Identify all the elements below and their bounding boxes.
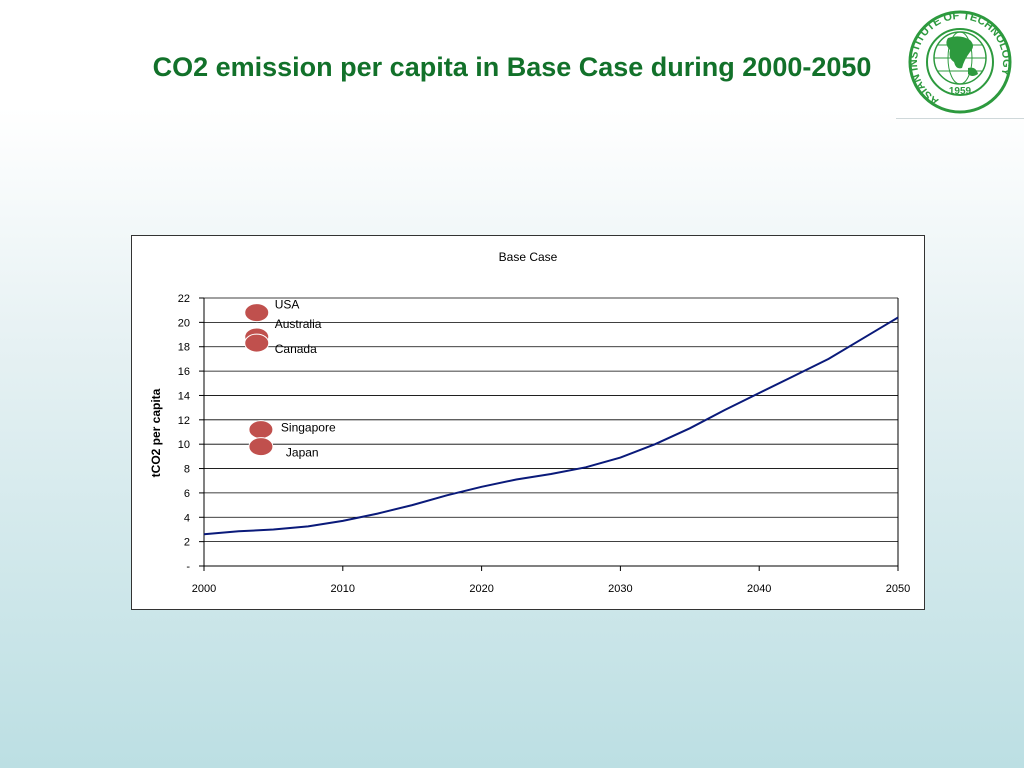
x-tick-label: 2050 (886, 583, 910, 595)
y-tick-label: - (186, 561, 190, 573)
y-tick-label: 12 (178, 415, 190, 427)
y-tick-label: 2 (184, 537, 190, 549)
series-layer (203, 316, 899, 536)
slide-title: CO2 emission per capita in Base Case dur… (0, 52, 1024, 83)
reference-point-label: Australia (275, 317, 322, 331)
x-tick-label: 2010 (331, 583, 355, 595)
axis-layer: - 2 4 6 8 10 12 14 16 18 20 22 2000 2010 2020 2030 2040 2… (178, 293, 910, 595)
y-tick-label: 18 (178, 342, 190, 354)
chart-frame: Base Case tCO2 per capita - 2 4 6 8 10 12 14 16 1… (131, 235, 925, 610)
logo-container: ASIAN INSTITUTE OF TECHNOLOGY 1959 (896, 0, 1024, 119)
reference-point-marker (248, 437, 274, 457)
y-tick-label: 14 (178, 390, 190, 402)
reference-point-label: Canada (275, 342, 317, 356)
reference-points-layer: USA Australia Canada Singapore Japan (244, 298, 336, 460)
ait-seal-icon: ASIAN INSTITUTE OF TECHNOLOGY 1959 (908, 10, 1012, 114)
slide-title-text: CO2 emission per capita in Base Case dur… (152, 52, 872, 82)
y-tick-label: 22 (178, 293, 190, 305)
x-tick-label: 2030 (608, 583, 632, 595)
reference-point-label: Japan (286, 446, 319, 460)
logo-year: 1959 (949, 86, 972, 97)
chart-title: Base Case (499, 250, 558, 264)
line-chart: Base Case tCO2 per capita - 2 4 6 8 10 12 14 16 1… (149, 250, 910, 595)
y-tick-label: 8 (184, 464, 190, 476)
y-tick-label: 10 (178, 439, 190, 451)
reference-point-label: Singapore (281, 421, 336, 435)
y-tick-label: 6 (184, 488, 190, 500)
y-tick-label: 4 (184, 512, 190, 524)
grid-layer (204, 297, 898, 543)
y-axis-label: tCO2 per capita (149, 388, 163, 477)
series-line (203, 316, 899, 536)
reference-point-marker (248, 420, 274, 440)
reference-point-marker (244, 303, 270, 323)
reference-point-label: USA (275, 298, 300, 312)
x-tick-label: 2000 (192, 583, 216, 595)
x-tick-label: 2040 (747, 583, 771, 595)
reference-point-marker (244, 333, 270, 353)
x-tick-label: 2020 (469, 583, 493, 595)
y-tick-label: 20 (178, 317, 190, 329)
y-tick-label: 16 (178, 366, 190, 378)
